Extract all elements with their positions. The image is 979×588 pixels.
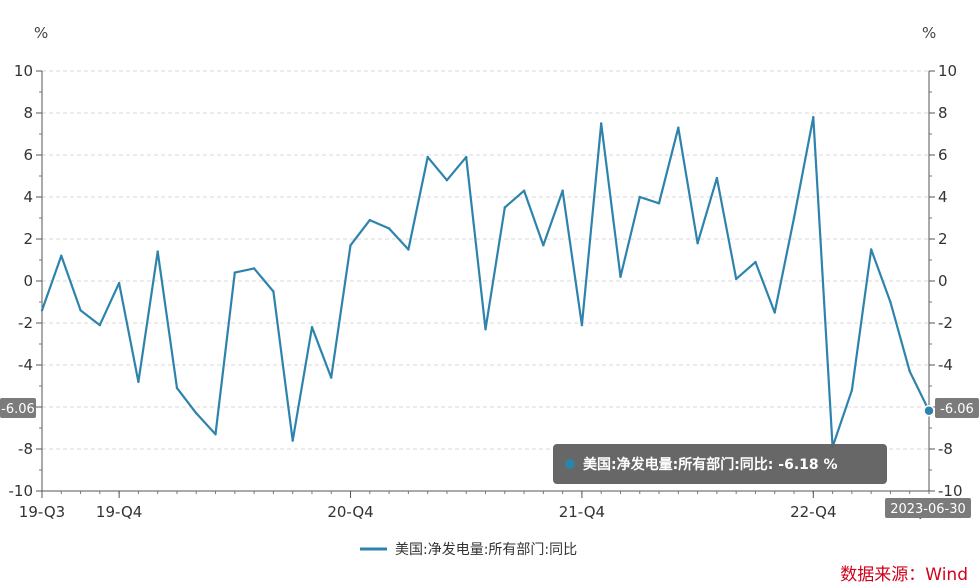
data-point	[599, 122, 603, 125]
svg-text:美国:净发电量:所有部门:同比: -6.18 %: 美国:净发电量:所有部门:同比: -6.18 %	[583, 456, 838, 473]
data-point	[272, 290, 275, 293]
data-point	[195, 412, 198, 415]
x-end-labels: 23-Q2 2023-06-30	[885, 498, 971, 521]
data-point	[850, 389, 854, 392]
source-note: 数据来源：Wind	[840, 565, 968, 585]
data-point	[619, 275, 622, 278]
tooltip: 美国:净发电量:所有部门:同比: -6.18 %	[553, 444, 887, 484]
data-point	[156, 250, 159, 253]
y-tick-label: 8	[23, 104, 33, 122]
data-point	[291, 439, 294, 442]
y-tick-label-right: 0	[938, 272, 948, 290]
tooltip-unit: %	[824, 457, 838, 473]
data-point	[445, 179, 449, 182]
data-point	[407, 248, 410, 251]
data-point	[657, 202, 661, 205]
data-point	[252, 267, 256, 270]
series-line	[40, 116, 930, 448]
data-point	[137, 380, 140, 383]
y-tick-label: -8	[18, 440, 33, 458]
y-tick-label: 4	[23, 188, 33, 206]
data-point	[465, 155, 468, 159]
x-ticks: 19-Q3 19-Q4 20-Q4 21-Q4 22-Q4	[19, 491, 930, 521]
data-point	[503, 206, 506, 209]
y-tick-label-right: -4	[938, 356, 953, 374]
data-point	[696, 242, 699, 245]
y-tick-label-right: -8	[938, 440, 953, 458]
svg-text:-6.06: -6.06	[940, 402, 974, 417]
data-point	[638, 195, 641, 199]
data-point	[387, 227, 391, 230]
last-data-point[interactable]	[923, 405, 935, 417]
data-point	[522, 189, 526, 192]
data-point	[869, 248, 873, 251]
data-point	[98, 323, 102, 327]
series-points	[40, 116, 931, 449]
gridlines	[42, 70, 929, 492]
y-tick-label: 10	[14, 62, 33, 80]
data-point	[542, 244, 545, 247]
y-tick-label-right: -2	[938, 314, 953, 332]
data-point	[734, 277, 738, 281]
left-last-value-tag: -6.06	[0, 398, 36, 418]
y-tick-label: 0	[23, 272, 33, 290]
data-point	[908, 370, 911, 373]
y-tick-label-right: 4	[938, 188, 948, 206]
last-date-label: 2023-06-30	[890, 502, 966, 517]
y-tick-label: -4	[18, 356, 33, 374]
y-tick-label: -10	[9, 482, 34, 500]
data-point	[484, 328, 487, 331]
legend-label: 美国:净发电量:所有部门:同比	[395, 542, 577, 558]
legend: 美国:净发电量:所有部门:同比	[360, 542, 577, 558]
tooltip-value: -6.18	[778, 457, 818, 473]
data-point	[214, 433, 217, 436]
data-point	[792, 216, 796, 220]
data-point	[60, 254, 63, 257]
x-tick-label: 22-Q4	[790, 503, 836, 521]
x-tick-label: 21-Q4	[559, 503, 605, 521]
data-point	[889, 300, 892, 304]
y-tick-label: 2	[23, 230, 33, 248]
data-point	[79, 309, 82, 312]
data-point	[426, 155, 429, 159]
right-axis-unit: %	[922, 24, 936, 42]
data-point	[175, 386, 179, 390]
data-point	[754, 260, 757, 264]
y-tick-label: 6	[23, 146, 33, 164]
y-tick-label-right: 10	[938, 62, 957, 80]
y-tick-label-right: 2	[938, 230, 948, 248]
data-point	[310, 326, 314, 329]
y-tick-label: -2	[18, 314, 33, 332]
data-point	[715, 176, 719, 180]
data-point	[233, 271, 237, 274]
y-tick-label-right: -10	[938, 482, 963, 500]
data-point	[580, 323, 584, 327]
data-point	[40, 309, 44, 312]
y-tick-label-right: 6	[938, 146, 948, 164]
data-point	[677, 126, 680, 129]
right-last-value-tag: -6.06	[935, 398, 979, 418]
data-point	[368, 218, 372, 222]
data-point	[812, 116, 815, 119]
data-point	[330, 376, 333, 379]
tooltip-series: 美国:净发电量:所有部门:同比	[583, 456, 768, 473]
svg-text:-6.06: -6.06	[1, 402, 35, 417]
x-tick-label: 19-Q4	[96, 503, 142, 521]
x-tick-label: 20-Q4	[327, 503, 373, 521]
data-point	[773, 311, 776, 314]
data-point	[349, 244, 352, 247]
x-tick-label: 19-Q3	[19, 503, 65, 521]
left-axis-unit: %	[34, 24, 48, 42]
data-point	[561, 189, 564, 192]
y-tick-label-right: 8	[938, 104, 948, 122]
data-point	[117, 281, 121, 285]
